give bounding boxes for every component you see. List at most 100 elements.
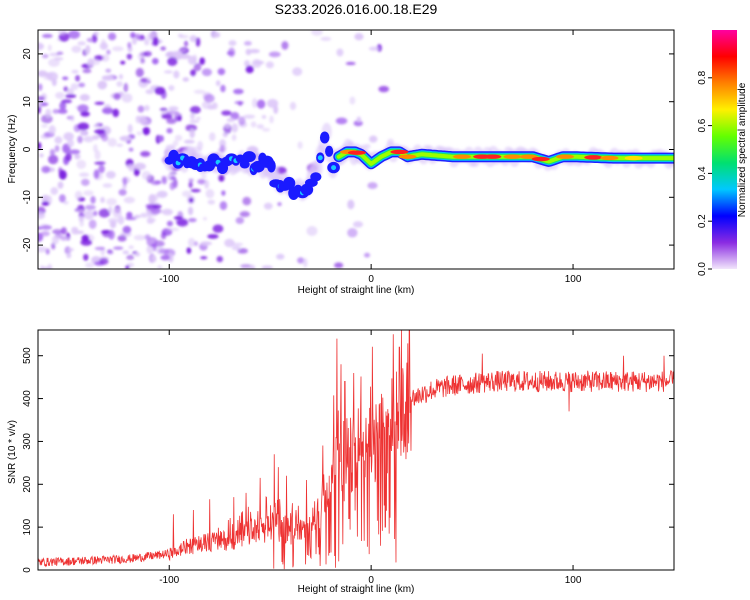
spectrogram-noise-blob bbox=[189, 106, 201, 114]
spectrogram-noise-blob bbox=[190, 188, 201, 193]
spectrogram-noise-blob bbox=[127, 42, 132, 49]
spectrogram-noise-blob bbox=[243, 60, 251, 67]
spectrogram-noise-blob bbox=[47, 44, 52, 52]
spectrogram-hotspot bbox=[519, 154, 538, 159]
spectrogram-noise-blob bbox=[108, 206, 113, 213]
snr-plot: 0 100 200 300 400 500 -100 0 100 Height of stra… bbox=[7, 329, 675, 595]
spectrogram-noise-blob bbox=[107, 32, 117, 41]
spectrogram-noise-blob bbox=[63, 132, 74, 141]
spectrogram-noise-blob bbox=[69, 149, 81, 155]
spectrogram-noise-blob bbox=[158, 135, 165, 143]
spectrogram-noise-blob bbox=[169, 181, 175, 191]
spectrogram-noise-blob bbox=[41, 114, 53, 124]
spectrogram-noise-blob bbox=[41, 194, 49, 204]
spectrogram-noise-blob bbox=[52, 229, 63, 235]
spectrogram-noise-blob bbox=[353, 120, 363, 127]
spectrogram-noise-blob bbox=[183, 139, 195, 144]
spectrogram-noise-blob bbox=[54, 145, 60, 153]
spectrogram-noise-blob bbox=[221, 110, 232, 116]
spectrogram-noise-blob bbox=[48, 58, 60, 67]
spectrogram-noise-blob bbox=[99, 258, 109, 265]
spectrogram-noise-blob bbox=[105, 170, 116, 179]
spectrogram-noise-blob bbox=[108, 229, 115, 240]
spectrogram-noise-blob bbox=[116, 143, 124, 147]
spectrogram-noise-blob bbox=[262, 127, 271, 132]
spectrogram-noise-blob bbox=[228, 40, 237, 47]
snr-y-tick-label: 100 bbox=[22, 518, 33, 535]
spectrogram-x-tick-label: -100 bbox=[159, 274, 179, 285]
spectrogram-noise-blob bbox=[189, 112, 195, 120]
spectrogram-noise-blob bbox=[268, 51, 281, 58]
spectrogram-noise-blob bbox=[148, 194, 156, 204]
spectrogram-noise-blob bbox=[39, 153, 44, 158]
spectrogram-noise-blob bbox=[158, 248, 170, 254]
spectrogram-noise-blob bbox=[261, 114, 267, 119]
spectrogram-noise-blob bbox=[101, 54, 110, 62]
spectrogram-noise-blob bbox=[120, 60, 126, 65]
spectrogram-noise-blob bbox=[188, 217, 197, 223]
colorbar: 0.0 0.2 0.4 0.6 0.8 Normalized spectral ampl… bbox=[697, 30, 748, 276]
spectrogram-noise-blob bbox=[98, 164, 105, 174]
spectrogram-noise-blob bbox=[189, 128, 195, 139]
spectrogram-noise-blob bbox=[174, 134, 183, 142]
spectrogram-noise-blob bbox=[111, 46, 124, 52]
spectrogram-noise-blob bbox=[85, 204, 96, 211]
spectrogram-noise-blob bbox=[122, 177, 128, 186]
spectrogram-noise-blob bbox=[125, 265, 130, 269]
spectrogram-hotspot bbox=[531, 156, 550, 162]
spectrogram-noise-blob bbox=[60, 227, 67, 235]
spectrogram-y-ticks: -20 -10 0 10 20 bbox=[22, 48, 674, 252]
spectrogram-noise-blob bbox=[104, 128, 110, 135]
spectrogram-noise-blob bbox=[41, 33, 53, 39]
spectrogram-noise-blob bbox=[336, 48, 344, 57]
spectrogram-noise-blob bbox=[251, 97, 258, 108]
spectrogram-hotspot bbox=[390, 149, 409, 155]
spectrogram-ridge-blob bbox=[310, 172, 322, 182]
spectrogram-noise-blob bbox=[177, 33, 184, 38]
spectrogram-noise-blob bbox=[135, 116, 145, 120]
spectrogram-noise-blob bbox=[45, 248, 50, 255]
spectrogram-noise-blob bbox=[176, 219, 189, 227]
spectrogram-noise-blob bbox=[190, 69, 197, 77]
spectrogram-noise-blob bbox=[78, 215, 85, 223]
spectrogram-noise-blob bbox=[182, 77, 190, 82]
snr-x-tick-label: 100 bbox=[565, 575, 582, 586]
spectrogram-noise-blob bbox=[79, 172, 90, 178]
spectrogram-noise-blob bbox=[94, 101, 105, 105]
spectrogram-noise-blob bbox=[140, 77, 148, 83]
spectrogram-noise-blob bbox=[140, 151, 151, 157]
spectrogram-noise-blob bbox=[85, 44, 91, 55]
spectrogram-noise-blob bbox=[62, 76, 69, 81]
spectrogram-noise-blob bbox=[261, 265, 273, 269]
snr-x-ticks: -100 0 100 bbox=[159, 330, 582, 586]
spectrogram-noise-blob bbox=[195, 37, 201, 47]
spectrogram-noise-blob bbox=[50, 187, 59, 195]
spectrogram-noise-blob bbox=[78, 82, 86, 88]
spectrogram-noise-blob bbox=[144, 105, 150, 112]
spectrogram-noise-blob bbox=[320, 36, 332, 42]
spectrogram-noise-blob bbox=[54, 136, 63, 144]
spectrogram-ridge-blob bbox=[267, 159, 276, 173]
spectrogram-noise-blob bbox=[203, 93, 215, 103]
spectrogram-x-label: Height of straight line (km) bbox=[298, 285, 415, 296]
spectrogram-noise-blob bbox=[85, 262, 95, 268]
spectrogram-noise-blob bbox=[77, 122, 90, 131]
spectrogram-noise-blob bbox=[276, 253, 285, 260]
spectrogram-noise-blob bbox=[92, 134, 100, 140]
spectrogram-noise-blob bbox=[51, 242, 56, 250]
spectrogram-noise-blob bbox=[201, 68, 212, 77]
spectrogram-noise-blob bbox=[181, 190, 192, 198]
spectrogram-noise-blob bbox=[245, 65, 254, 74]
spectrogram-noise-blob bbox=[166, 118, 177, 124]
spectrogram-noise-blob bbox=[135, 67, 144, 78]
spectrogram-noise-blob bbox=[93, 169, 100, 179]
spectrogram-noise-blob bbox=[41, 124, 48, 128]
spectrogram-noise-blob bbox=[215, 80, 221, 87]
spectrogram-noise-blob bbox=[121, 93, 133, 103]
spectrogram-noise-blob bbox=[140, 212, 148, 218]
spectrogram-noise-blob bbox=[356, 116, 362, 123]
spectrogram-noise-blob bbox=[347, 199, 355, 210]
colorbar-label: Normalized spectral amplitude bbox=[737, 82, 748, 217]
spectrogram-noise-blob bbox=[116, 81, 123, 87]
